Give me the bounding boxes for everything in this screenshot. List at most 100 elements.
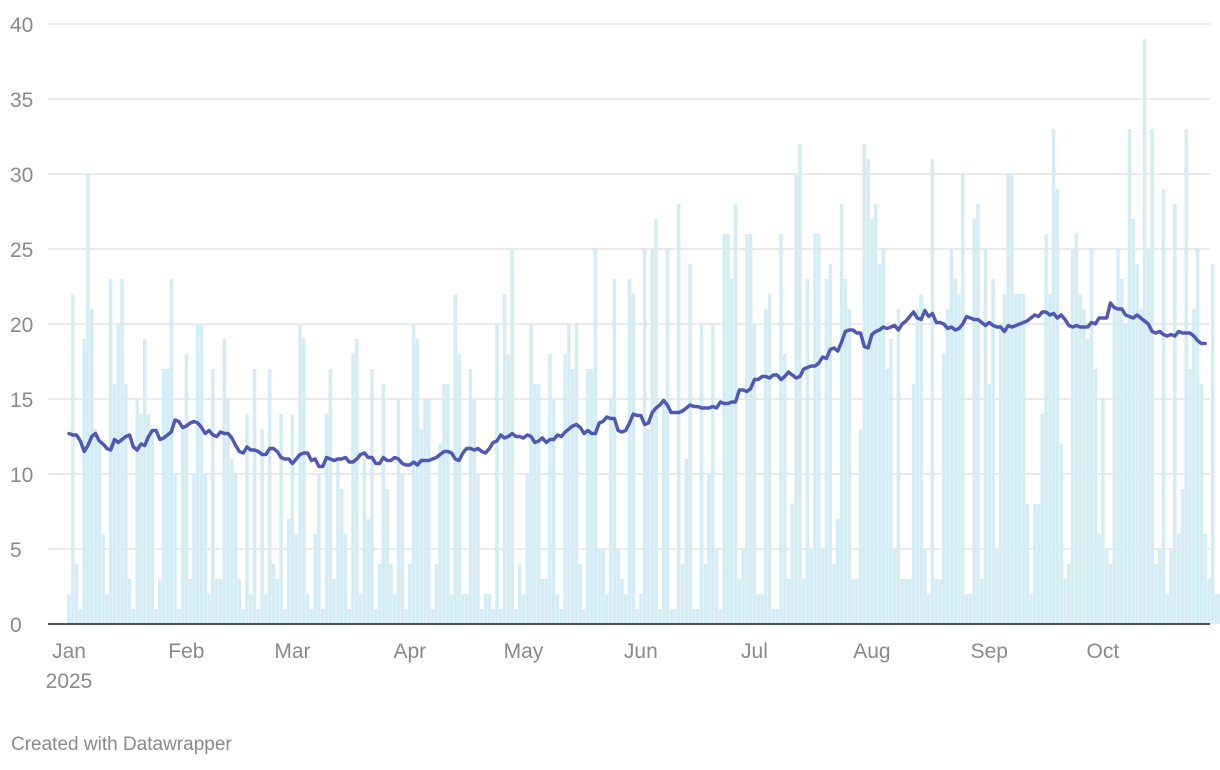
bar [392, 594, 397, 624]
bar [1165, 594, 1170, 624]
bar [150, 429, 155, 624]
bar [434, 564, 439, 624]
x-tick-label: Feb [168, 640, 204, 663]
bar [979, 579, 984, 624]
bar [362, 459, 367, 624]
bar [836, 519, 840, 624]
bar [665, 249, 670, 624]
bar [616, 549, 620, 624]
bar [71, 294, 75, 624]
bar [139, 414, 143, 624]
bar [464, 594, 469, 624]
bar [1218, 594, 1220, 624]
bar [377, 564, 382, 624]
bar [521, 594, 526, 624]
bar [101, 534, 105, 624]
bar [627, 279, 632, 624]
bar [930, 159, 935, 624]
bar [760, 594, 764, 624]
bar [570, 369, 575, 624]
bar [1180, 489, 1185, 624]
bar [915, 309, 920, 624]
bar [408, 564, 412, 624]
bar [233, 474, 238, 624]
bar [1097, 534, 1101, 624]
bar [196, 324, 200, 624]
x-tick-label: Aug [853, 640, 890, 663]
bar [328, 369, 333, 624]
bar [1055, 189, 1060, 624]
bar [817, 234, 821, 624]
bar [889, 339, 893, 624]
bar [355, 339, 359, 624]
bar [923, 549, 927, 624]
bar [1010, 174, 1014, 624]
bar [438, 444, 442, 624]
bar [1067, 564, 1071, 624]
bar [926, 594, 931, 624]
bar [1089, 249, 1094, 624]
bar [832, 564, 836, 624]
bar [298, 324, 302, 624]
bar [976, 204, 980, 624]
bar [578, 564, 583, 624]
bar [358, 594, 363, 624]
y-tick-label: 40 [10, 14, 33, 37]
bar [127, 579, 132, 624]
x-tick-label: Jun [624, 640, 658, 663]
bar [635, 609, 639, 624]
bar [646, 429, 651, 624]
bar [105, 594, 109, 624]
bar [207, 594, 211, 624]
bar [131, 609, 136, 624]
bar [381, 384, 386, 624]
bar [919, 294, 923, 624]
bar [964, 594, 969, 624]
bar [1051, 129, 1056, 624]
bar [911, 384, 916, 624]
bar [1002, 294, 1007, 624]
bar [468, 369, 473, 624]
bar [552, 399, 556, 624]
bar [260, 429, 264, 624]
bar [374, 609, 378, 624]
bar [991, 279, 995, 624]
bar [237, 579, 242, 624]
bar [843, 279, 848, 624]
bar [1021, 294, 1026, 624]
bar [124, 384, 128, 624]
bar [495, 324, 499, 624]
bar [601, 549, 605, 624]
bar [241, 609, 245, 624]
bar [733, 204, 738, 624]
y-tick-label: 10 [10, 464, 33, 487]
bar [972, 219, 976, 624]
bar [199, 324, 204, 624]
x-tick-label: Jul [741, 640, 768, 663]
bar [487, 594, 492, 624]
bar [313, 534, 317, 624]
bar [510, 249, 514, 624]
bar [1207, 579, 1211, 624]
bar [112, 384, 117, 624]
bar [184, 354, 189, 624]
bar [586, 369, 590, 624]
bar [1135, 264, 1139, 624]
bar [718, 609, 723, 624]
y-tick-label: 35 [10, 89, 33, 112]
bar [548, 354, 552, 624]
bar [1108, 564, 1113, 624]
bar [135, 399, 139, 624]
bar [684, 459, 689, 624]
bar [143, 339, 147, 624]
bar [283, 609, 287, 624]
bar [722, 234, 726, 624]
x-tick-label: Oct [1087, 640, 1120, 663]
x-tick-label: Mar [274, 640, 310, 663]
y-tick-label: 20 [10, 314, 33, 337]
bar [658, 609, 662, 624]
bar [445, 384, 450, 624]
bar [608, 399, 613, 624]
bar [1203, 534, 1207, 624]
